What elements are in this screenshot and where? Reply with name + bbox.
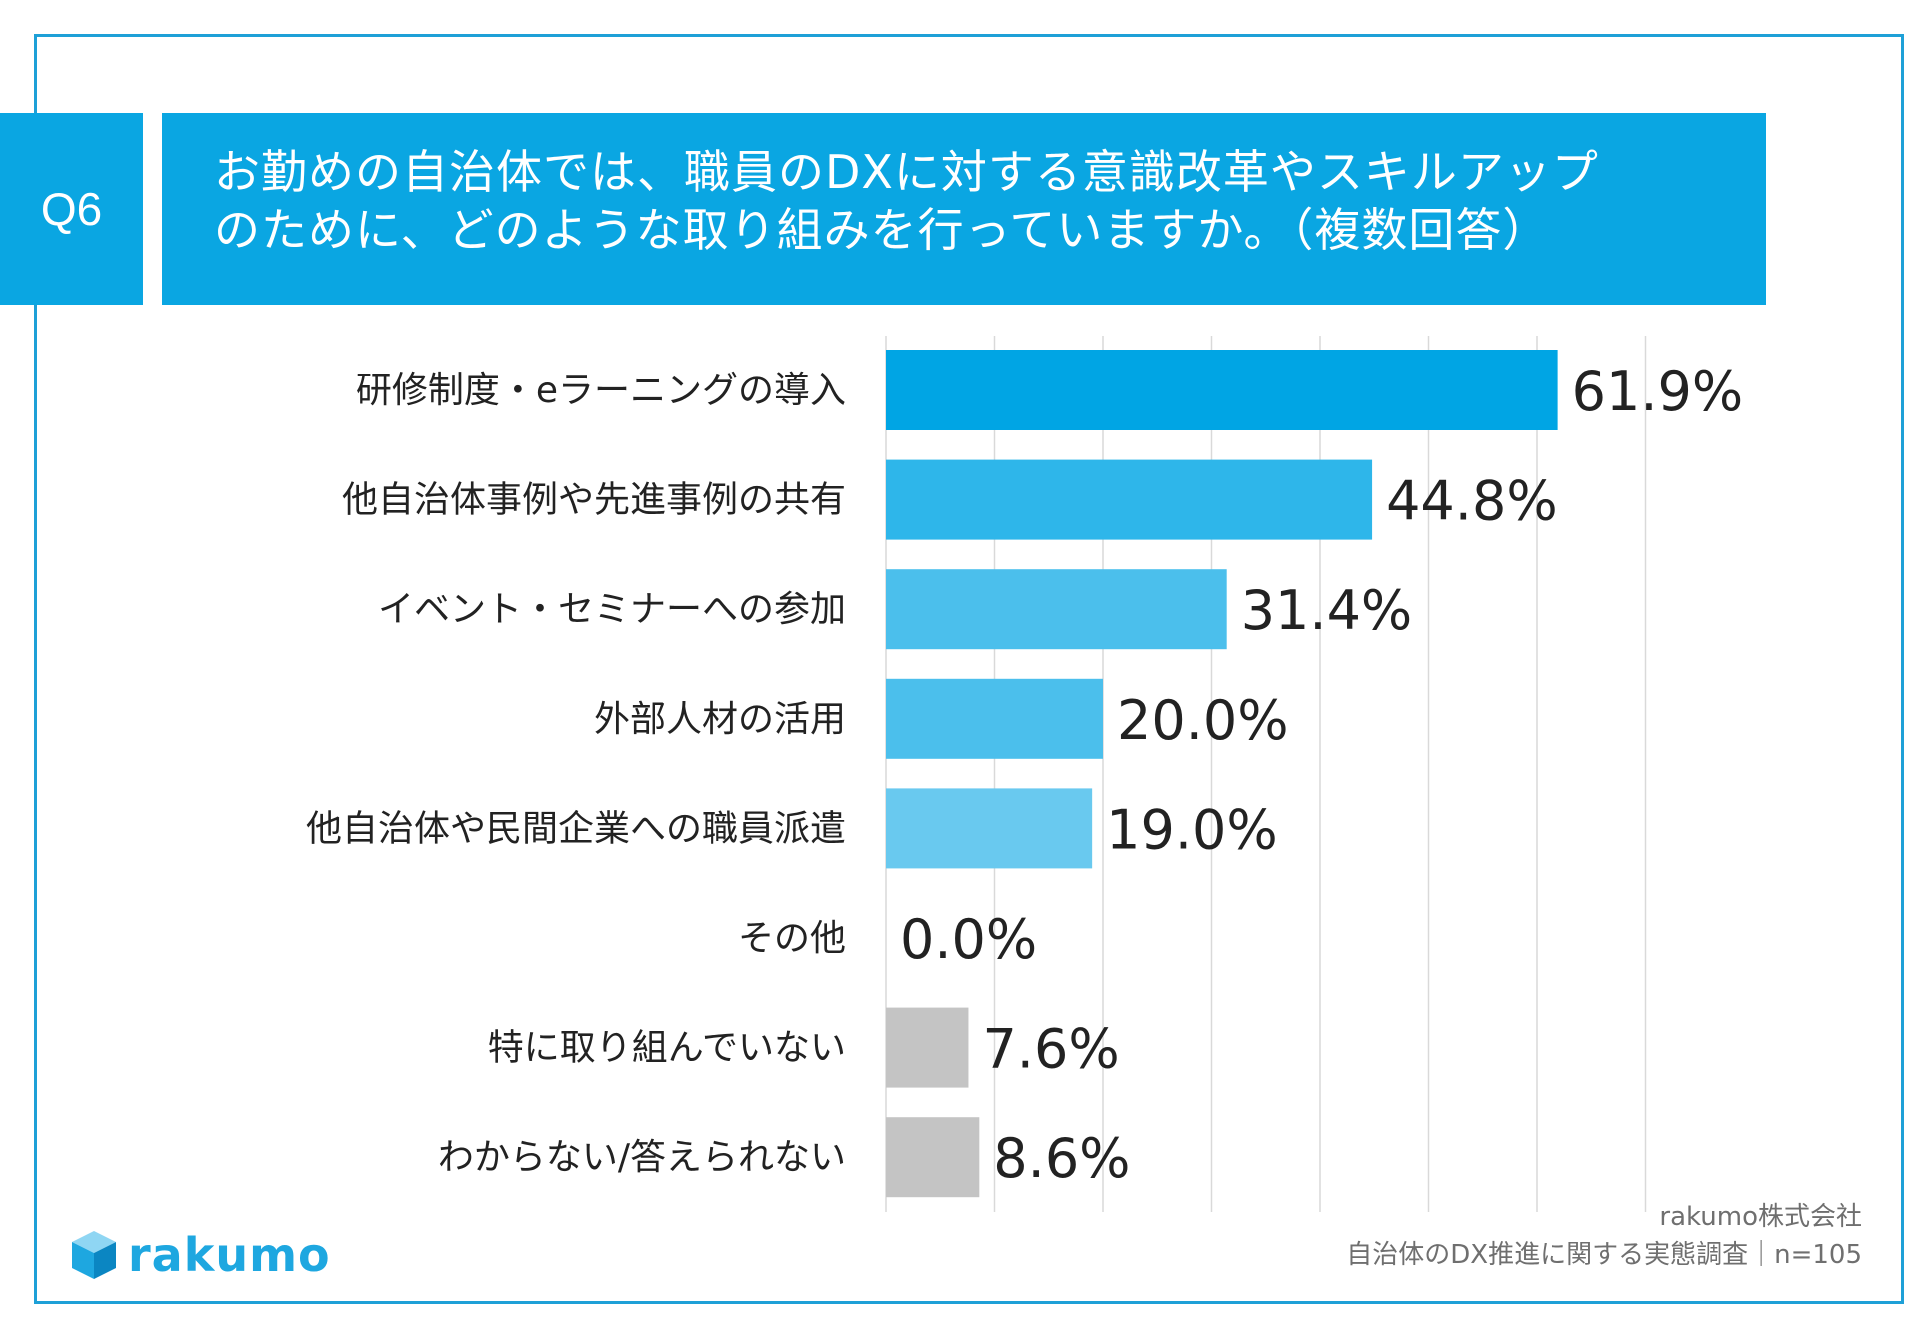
bar-4 bbox=[886, 678, 1103, 759]
category-label-4: 外部人材の活用 bbox=[594, 699, 846, 740]
question-title-line-1: お勤めの自治体では、職員のDXに対する意識改革やスキルアップ bbox=[214, 145, 1599, 199]
value-label-6: 0.0% bbox=[900, 908, 1037, 971]
category-label-1: 研修制度・eラーニングの導入 bbox=[356, 370, 846, 411]
category-labels: 研修制度・eラーニングの導入他自治体事例や先進事例の共有イベント・セミナーへの参… bbox=[306, 370, 846, 1178]
rakumo-cube-icon bbox=[72, 1231, 116, 1279]
bars bbox=[886, 350, 1558, 1198]
category-label-7: 特に取り組んでいない bbox=[488, 1028, 846, 1069]
outer-frame bbox=[34, 34, 1904, 1304]
source-company: rakumo株式会社 bbox=[1659, 1202, 1862, 1232]
question-title-line-2: のために、どのような取り組みを行っていますか。（複数回答） bbox=[214, 203, 1550, 257]
category-label-3: イベント・セミナーへの参加 bbox=[378, 589, 846, 630]
source-survey: 自治体のDX推進に関する実態調査｜n=105 bbox=[1346, 1240, 1862, 1270]
bar-3 bbox=[886, 569, 1227, 650]
bar-7 bbox=[886, 1007, 969, 1088]
category-label-5: 他自治体や民間企業への職員派遣 bbox=[306, 808, 846, 849]
rakumo-logo: rakumo bbox=[70, 1228, 331, 1282]
value-labels: 61.9%44.8% 31.4% 20.0% 19.0% 0.0% 7.6% 8.6% bbox=[900, 360, 1743, 1190]
value-label-4: 20.0% bbox=[1117, 689, 1289, 752]
value-label-7: 7.6% bbox=[982, 1018, 1119, 1081]
bar-8 bbox=[886, 1117, 980, 1198]
category-label-6: その他 bbox=[738, 918, 846, 959]
category-label-2: 他自治体事例や先進事例の共有 bbox=[342, 480, 846, 521]
bar-1 bbox=[886, 350, 1558, 430]
source-note: rakumo株式会社 自治体のDX推進に関する実態調査｜n=105 bbox=[1346, 1198, 1862, 1274]
value-label-8: 8.6% bbox=[993, 1127, 1130, 1190]
value-label-2: 44.8% bbox=[1386, 470, 1558, 533]
question-title-box: お勤めの自治体では、職員のDXに対する意識改革やスキルアップ のために、どのよう… bbox=[162, 113, 1766, 305]
logo-text: rakumo bbox=[128, 1228, 331, 1282]
question-number: Q6 bbox=[40, 183, 103, 235]
bar-5 bbox=[886, 788, 1093, 869]
value-label-5: 19.0% bbox=[1106, 798, 1278, 861]
value-label-1: 61.9% bbox=[1572, 360, 1744, 423]
value-label-3: 31.4% bbox=[1241, 579, 1413, 642]
bar-2 bbox=[886, 459, 1373, 540]
category-label-8: わからない/答えられない bbox=[438, 1137, 846, 1178]
question-number-badge: Q6 bbox=[0, 113, 143, 305]
